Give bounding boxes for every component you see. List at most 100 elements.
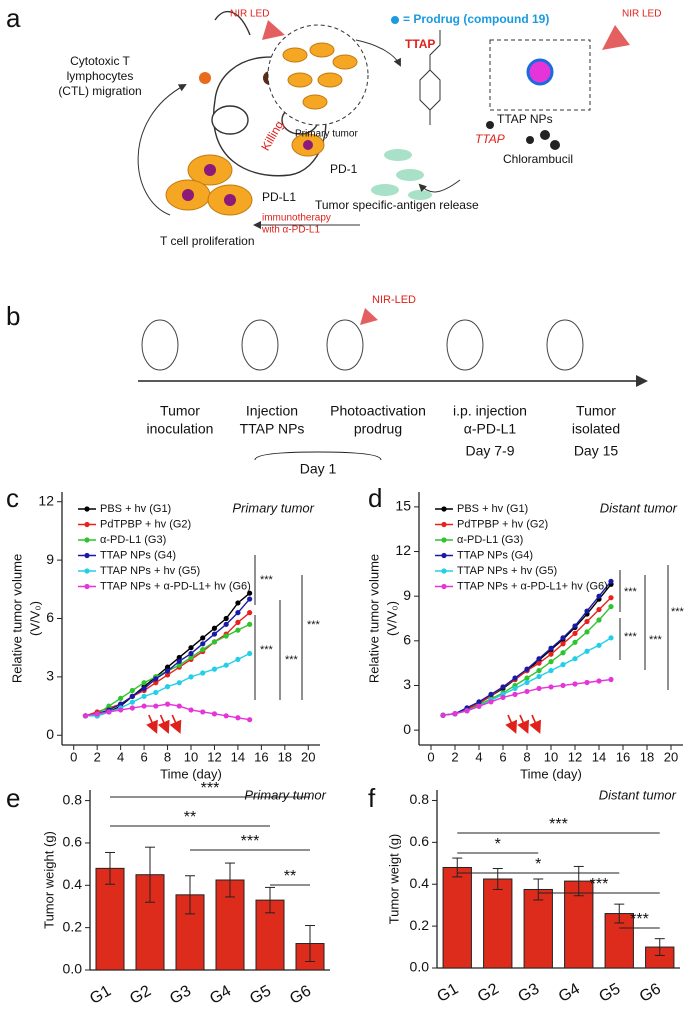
- data-point: [548, 684, 554, 690]
- data-point: [200, 641, 206, 647]
- panel-label: f: [368, 783, 376, 813]
- legend-marker: [441, 537, 447, 543]
- sig-label: ***: [285, 654, 299, 666]
- sig-label: ***: [590, 876, 609, 893]
- data-point: [176, 680, 182, 686]
- x-tick-label: G1: [434, 980, 461, 1005]
- data-point: [211, 631, 218, 637]
- brace: [254, 451, 382, 461]
- x-tick-label: 14: [231, 749, 245, 764]
- panel-label: d: [368, 483, 382, 513]
- legend-label: TTAP NPs + α-PD-L1+ hv (G6): [100, 580, 251, 592]
- data-point: [211, 711, 218, 717]
- data-point: [247, 717, 253, 723]
- x-tick-label: G1: [87, 982, 114, 1007]
- label: = Prodrug (compound 19): [403, 12, 549, 26]
- annotation: Distant tumor: [600, 500, 678, 515]
- data-point: [129, 705, 135, 711]
- label: NIR LED: [230, 9, 269, 20]
- data-point: [176, 703, 182, 709]
- step: Tumor: [576, 403, 616, 419]
- x-tick-label: 12: [207, 749, 221, 764]
- y-tick-label: 0.8: [63, 791, 83, 807]
- legend-label: TTAP NPs + hv (G5): [457, 565, 557, 577]
- data-point: [94, 711, 100, 717]
- y-tick-label: 0.8: [410, 791, 430, 807]
- data-point: [129, 699, 135, 705]
- data-point: [235, 610, 241, 616]
- data-point: [176, 662, 182, 668]
- sig-label: ***: [624, 631, 638, 643]
- data-point: [153, 689, 159, 696]
- x-tick-label: 8: [523, 749, 530, 764]
- legend-marker: [441, 583, 447, 590]
- data-point: [584, 679, 590, 686]
- panel-label: e: [6, 783, 20, 813]
- data-point: [536, 673, 542, 680]
- data-point: [596, 678, 602, 684]
- x-tick-label: 20: [664, 749, 678, 764]
- data-point: [584, 618, 590, 625]
- x-tick-label: G4: [556, 980, 583, 1005]
- y-tick-label: 6: [46, 609, 54, 625]
- arrow: [418, 179, 461, 193]
- label: immunotherapy: [262, 213, 331, 224]
- sig-label: ***: [260, 574, 274, 586]
- data-point: [548, 659, 554, 665]
- data-point: [584, 629, 590, 635]
- data-point: [440, 712, 446, 718]
- x-tick-label: 18: [640, 749, 654, 764]
- y-tick-label: 3: [403, 676, 411, 692]
- data-point: [560, 635, 566, 641]
- x-tick-label: 0: [70, 749, 77, 764]
- sig-label: ***: [241, 833, 260, 850]
- sig-label: ***: [624, 586, 638, 598]
- step: Photoactivation: [330, 403, 426, 419]
- data-point: [141, 703, 147, 709]
- x-tick-label: 12: [568, 749, 582, 764]
- sig-label: ***: [549, 816, 568, 833]
- led: [262, 20, 285, 40]
- x-tick-label: 8: [164, 749, 171, 764]
- x-axis-label: Time (day): [520, 766, 582, 781]
- data-point: [118, 701, 124, 707]
- sig-label: *: [535, 856, 541, 873]
- data-point: [118, 695, 124, 701]
- x-tick-label: 10: [544, 749, 558, 764]
- label: lymphocytes: [67, 69, 134, 83]
- legend-label: PBS + hv (G1): [100, 503, 171, 515]
- x-tick-label: G6: [287, 982, 314, 1007]
- data-point: [512, 675, 518, 681]
- label: PD-L1: [262, 190, 296, 204]
- nanoparticle: [526, 58, 554, 86]
- panel-label: a: [6, 3, 21, 33]
- legend-marker: [441, 521, 447, 528]
- arrow: [137, 84, 187, 216]
- data-point: [572, 630, 578, 636]
- arrow: [169, 714, 182, 734]
- data-point: [188, 674, 194, 680]
- legend-marker: [441, 568, 447, 574]
- sig-label: ***: [671, 606, 685, 618]
- data-point: [235, 715, 241, 721]
- arrow: [517, 714, 530, 734]
- data-point: [560, 650, 566, 656]
- y-tick-label: 15: [395, 498, 411, 514]
- x-tick-label: G2: [475, 980, 502, 1005]
- y-tick-label: 0.2: [63, 918, 83, 934]
- legend-marker: [84, 537, 90, 543]
- legend-marker: [84, 521, 90, 528]
- legend-label: PdTPBP + hv (G2): [457, 518, 548, 530]
- data-point: [536, 685, 542, 692]
- mice: [141, 319, 584, 371]
- data-point: [548, 645, 554, 651]
- data-point: [608, 676, 614, 683]
- data-point: [153, 703, 159, 709]
- x-tick-label: 16: [254, 749, 268, 764]
- panel-label: b: [6, 301, 20, 331]
- np-box: [489, 39, 591, 111]
- label: TTAP: [475, 132, 505, 146]
- y-tick-label: 12: [395, 542, 411, 558]
- y-tick-label: 0: [403, 721, 411, 737]
- step: α-PD-L1: [464, 421, 517, 437]
